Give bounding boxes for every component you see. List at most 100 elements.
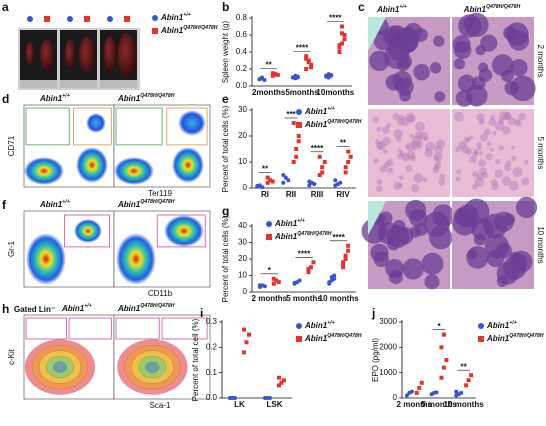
genotype-name: Abin1 <box>117 200 141 209</box>
tissue-blob <box>510 145 516 150</box>
legend-marker <box>266 221 272 227</box>
data-point <box>297 278 302 283</box>
genotype-superscript: +/+ <box>327 106 335 112</box>
data-point <box>255 183 260 188</box>
tissue-blob <box>415 121 426 132</box>
panel-letter: b <box>222 0 229 14</box>
tissue-blob <box>402 258 424 280</box>
data-point <box>304 56 309 61</box>
gate <box>68 317 112 340</box>
flow-ylabel: Gr-1 <box>7 240 16 257</box>
tissue-blob <box>510 58 528 77</box>
x-tick-label: RIII <box>311 190 323 199</box>
data-point <box>282 378 286 383</box>
tissue-blob <box>411 135 422 146</box>
data-point <box>265 175 270 180</box>
tissue-blob <box>476 141 482 148</box>
data-point <box>270 179 275 184</box>
y-tick-label: 0.0 <box>236 81 248 90</box>
tissue-blob <box>484 233 510 259</box>
data-point <box>257 283 262 288</box>
row-label: 5 months <box>536 137 545 170</box>
tissue-blob <box>475 44 486 56</box>
data-point <box>441 365 446 370</box>
data-point <box>271 276 276 281</box>
data-point <box>469 373 474 378</box>
tissue-blob <box>494 158 501 165</box>
data-point <box>276 280 281 285</box>
x-tick-label: 10months <box>316 88 354 97</box>
genotype-label: Abin1+/+ <box>376 4 407 14</box>
y-tick-label: 30 <box>238 105 247 114</box>
tissue-blob <box>474 177 485 187</box>
y-tick-label: 20 <box>238 254 247 263</box>
x-tick-label: 2 months <box>252 294 288 303</box>
genotype-label: Abin1Q478H/Q478H <box>304 333 362 343</box>
data-point <box>414 390 419 395</box>
y-tick-label: 0.4 <box>236 47 248 56</box>
tissue-blob <box>413 63 430 81</box>
tissue-blob <box>381 126 390 135</box>
data-point <box>281 173 286 177</box>
data-point <box>340 24 344 29</box>
data-point <box>262 78 267 83</box>
data-point <box>265 180 270 185</box>
panel-letter: g <box>222 204 229 218</box>
genotype-label: Abin1+/+ <box>304 106 335 116</box>
tissue-blob <box>439 173 446 180</box>
cell-population <box>116 233 156 285</box>
legend-marker <box>266 234 272 240</box>
panel-letter: a <box>2 0 9 14</box>
genotype-label: Abin1Q478H/Q478H <box>463 4 521 14</box>
data-point <box>275 72 280 77</box>
genotype-superscript: +/+ <box>62 199 70 205</box>
data-point <box>271 281 276 286</box>
legend-marker <box>296 336 302 342</box>
y-tick-label: 0.1 <box>206 368 218 377</box>
y-tick-label: 10 <box>238 157 247 166</box>
genotype-square <box>124 16 130 22</box>
data-point <box>338 180 343 185</box>
tissue-blob <box>386 237 400 251</box>
tissue-blob <box>503 164 512 172</box>
genotype-name: Abin1 <box>304 334 328 343</box>
data-point <box>317 154 322 159</box>
tissue-blob <box>409 134 414 139</box>
y-tick-label: 1000 <box>379 368 397 377</box>
tissue-blob <box>379 165 387 173</box>
genotype-superscript: +/+ <box>399 4 407 10</box>
tissue-blob <box>458 140 467 150</box>
data-point <box>242 327 246 332</box>
data-point <box>346 160 351 164</box>
tissue-blob <box>458 74 476 93</box>
data-point <box>291 121 296 125</box>
data-point <box>311 260 316 265</box>
genotype-name: Abin1 <box>274 219 298 228</box>
significance-label: ** <box>461 362 468 371</box>
data-point <box>329 73 334 78</box>
genotype-name: Abin1 <box>486 334 510 343</box>
tissue-blob <box>433 35 445 47</box>
gate-label: Gated Lin⁻ <box>14 305 55 314</box>
gate <box>161 317 208 340</box>
tissue-blob <box>422 177 428 183</box>
genotype-superscript: Q478H/Q478H <box>140 93 175 99</box>
genotype-label: Abin1+/+ <box>39 199 70 209</box>
data-point <box>228 396 232 400</box>
data-point <box>286 178 291 183</box>
tissue-blob <box>515 196 538 219</box>
data-point <box>312 182 317 187</box>
tissue-blob <box>467 249 478 260</box>
genotype-superscript: +/+ <box>84 303 92 309</box>
data-point <box>317 173 322 177</box>
genotype-name: Abin1 <box>160 26 184 35</box>
data-point <box>308 265 313 270</box>
data-point <box>292 280 297 285</box>
data-point <box>306 266 311 271</box>
genotype-label: Abin1Q478H/Q478H <box>304 119 362 129</box>
x-tick-label: 10 months <box>444 400 485 409</box>
genotype-label: Abin1Q478H/Q478H <box>274 231 332 241</box>
y-tick-label: 3000 <box>379 317 397 326</box>
genotype-label: Abin1Q478H/Q478H <box>117 199 175 209</box>
